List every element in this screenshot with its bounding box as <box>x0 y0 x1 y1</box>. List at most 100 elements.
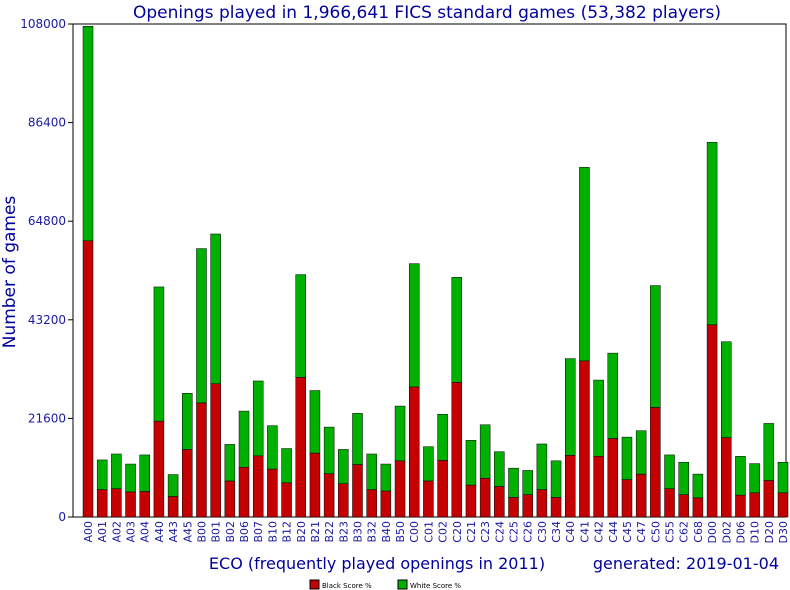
bar-white-score <box>394 405 406 462</box>
x-tick-label: D10 <box>749 521 762 543</box>
bar-white-score <box>621 436 633 480</box>
bar-black-score <box>593 456 604 518</box>
bar-white-score <box>309 390 321 454</box>
x-tick-label: B32 <box>366 521 379 543</box>
bar-white-score <box>536 443 548 490</box>
bar-white-score <box>650 285 661 408</box>
bar-white-score <box>224 444 236 482</box>
bar-white-score <box>550 460 562 498</box>
y-tick-label: 43200 <box>28 313 66 327</box>
bar-black-score <box>224 480 236 518</box>
bar-black-score <box>465 484 477 518</box>
bar-white-score <box>96 459 108 490</box>
bar-white-score <box>352 413 363 465</box>
bar-black-score <box>423 480 434 518</box>
bar-black-score <box>309 452 321 518</box>
x-tick-label: C34 <box>550 521 563 543</box>
x-tick-label: B01 <box>210 521 223 543</box>
bar-black-score <box>82 240 94 518</box>
bar-white-score <box>153 286 165 422</box>
bar-black-score <box>721 437 732 518</box>
x-tick-label: C68 <box>692 521 705 543</box>
bar-white-score <box>451 277 463 383</box>
bar-white-score <box>508 467 519 498</box>
x-tick-label: B07 <box>252 521 265 543</box>
y-tick-label: 0 <box>58 510 66 524</box>
x-tick-label: B22 <box>323 521 336 543</box>
bar-black-score <box>550 497 562 518</box>
x-tick-label: D00 <box>706 521 719 543</box>
bar-black-score <box>323 473 335 518</box>
bar-black-score <box>777 492 789 518</box>
bar-white-score <box>564 358 576 456</box>
x-tick-label: B23 <box>337 521 350 543</box>
bar-black-score <box>536 489 548 518</box>
bar-black-score <box>380 490 392 518</box>
bar-white-score <box>763 423 775 481</box>
bar-black-score <box>508 497 519 518</box>
bar-black-score <box>607 438 619 518</box>
bar-black-score <box>153 420 165 518</box>
x-tick-label: B20 <box>295 521 308 543</box>
x-tick-label: C23 <box>479 521 492 543</box>
bar-black-score <box>210 383 221 518</box>
bar-white-score <box>777 461 789 494</box>
bar-black-score <box>494 486 505 518</box>
legend-swatch-black-score <box>309 579 320 590</box>
bar-white-score <box>125 463 136 493</box>
bar-black-score <box>139 491 150 518</box>
chart-title: Openings played in 1,966,641 FICS standa… <box>133 3 721 23</box>
bar-white-score <box>465 440 477 486</box>
bar-white-score <box>281 448 292 484</box>
bar-white-score <box>139 454 150 492</box>
bar-white-score <box>366 453 377 490</box>
x-tick-label: A02 <box>110 521 123 543</box>
x-tick-label: C02 <box>437 521 450 543</box>
bar-black-score <box>238 466 250 518</box>
x-tick-label: C00 <box>408 521 421 543</box>
bar-white-score <box>338 449 349 484</box>
bar-black-score <box>664 488 675 518</box>
x-tick-label: B02 <box>224 521 237 543</box>
bar-black-score <box>735 494 746 518</box>
bar-white-score <box>437 414 448 461</box>
y-tick-label: 108000 <box>20 17 66 31</box>
bar-white-score <box>593 379 604 457</box>
x-tick-label: A04 <box>139 521 152 543</box>
bar-black-score <box>252 455 264 518</box>
bar-white-score <box>494 451 505 487</box>
bar-white-score <box>678 461 689 495</box>
x-tick-label: B12 <box>281 521 294 543</box>
bar-white-score <box>607 352 619 439</box>
bar-white-score <box>82 26 94 242</box>
y-tick-label: 64800 <box>28 214 66 228</box>
bar-white-score <box>295 274 307 378</box>
bar-black-score <box>167 496 179 518</box>
legend: Black Score % White Score % <box>309 579 461 590</box>
bar-black-score <box>479 477 491 518</box>
x-tick-label: A45 <box>181 521 194 543</box>
x-tick-label: C55 <box>664 521 677 543</box>
x-tick-label: C62 <box>678 521 691 543</box>
y-axis-ticks: 0 21600 43200 64800 86400 108000 <box>20 17 73 524</box>
bar-white-score <box>579 167 590 362</box>
x-axis-label: ECO (frequently played openings in 2011) <box>209 554 545 573</box>
bar-black-score <box>196 402 207 518</box>
x-tick-label: C50 <box>649 521 662 543</box>
x-tick-label: B00 <box>195 521 208 543</box>
bar-white-score <box>749 463 760 494</box>
bar-white-score <box>196 248 207 404</box>
bar-black-score <box>579 360 590 518</box>
bar-black-score <box>295 377 307 518</box>
bar-black-score <box>763 480 775 518</box>
bar-black-score <box>96 489 108 518</box>
bar-white-score <box>238 410 250 468</box>
bar-white-score <box>706 141 718 326</box>
bar-black-score <box>650 407 661 518</box>
x-tick-label: A00 <box>82 521 95 543</box>
x-tick-label: C20 <box>451 521 464 543</box>
legend-swatch-white-score <box>397 579 408 590</box>
x-tick-label: D02 <box>720 521 733 543</box>
x-tick-label: C30 <box>536 521 549 543</box>
bar-white-score <box>182 393 193 450</box>
